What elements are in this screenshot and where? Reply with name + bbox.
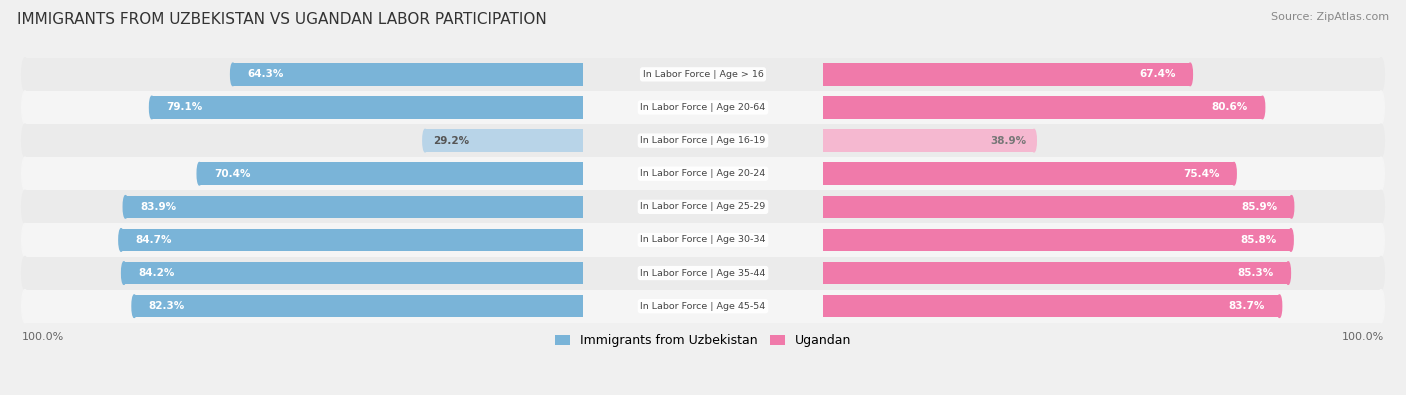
Text: 79.1%: 79.1% — [166, 102, 202, 113]
Text: 100.0%: 100.0% — [1343, 332, 1385, 342]
Bar — [824, 196, 1292, 218]
Bar — [25, 290, 1381, 323]
Text: 82.3%: 82.3% — [149, 301, 186, 311]
Legend: Immigrants from Uzbekistan, Ugandan: Immigrants from Uzbekistan, Ugandan — [550, 329, 856, 352]
Circle shape — [1378, 58, 1385, 91]
Circle shape — [1378, 157, 1385, 190]
Bar — [121, 229, 582, 251]
Circle shape — [1188, 63, 1192, 86]
Text: 64.3%: 64.3% — [247, 70, 284, 79]
Text: 84.7%: 84.7% — [135, 235, 172, 245]
Bar — [824, 162, 1234, 185]
Text: 70.4%: 70.4% — [214, 169, 250, 179]
Text: In Labor Force | Age 25-29: In Labor Force | Age 25-29 — [640, 202, 766, 211]
Circle shape — [1378, 91, 1385, 124]
Text: 85.9%: 85.9% — [1241, 202, 1277, 212]
Circle shape — [21, 124, 28, 157]
Bar — [125, 196, 582, 218]
Circle shape — [121, 262, 127, 284]
Circle shape — [423, 129, 427, 152]
Circle shape — [1378, 256, 1385, 290]
Circle shape — [124, 196, 128, 218]
Text: In Labor Force | Age 35-44: In Labor Force | Age 35-44 — [640, 269, 766, 278]
Bar — [824, 129, 1033, 152]
Text: 100.0%: 100.0% — [21, 332, 63, 342]
Bar — [824, 295, 1279, 318]
Circle shape — [1289, 229, 1294, 251]
Bar — [25, 190, 1381, 224]
Circle shape — [1378, 290, 1385, 323]
Circle shape — [149, 96, 155, 119]
Circle shape — [120, 229, 124, 251]
Text: In Labor Force | Age 20-24: In Labor Force | Age 20-24 — [640, 169, 766, 178]
Bar — [25, 256, 1381, 290]
Circle shape — [21, 190, 28, 224]
Bar — [824, 229, 1291, 251]
Circle shape — [1378, 224, 1385, 256]
Circle shape — [1260, 96, 1265, 119]
Circle shape — [21, 58, 28, 91]
Bar — [134, 295, 582, 318]
Text: 38.9%: 38.9% — [990, 135, 1026, 146]
Bar — [25, 157, 1381, 190]
Text: In Labor Force | Age 45-54: In Labor Force | Age 45-54 — [640, 302, 766, 311]
Text: 75.4%: 75.4% — [1182, 169, 1219, 179]
Text: In Labor Force | Age 16-19: In Labor Force | Age 16-19 — [640, 136, 766, 145]
Text: 67.4%: 67.4% — [1139, 70, 1175, 79]
Bar — [25, 91, 1381, 124]
Bar — [124, 262, 582, 284]
Circle shape — [132, 295, 136, 318]
Circle shape — [21, 91, 28, 124]
Bar — [25, 124, 1381, 157]
Bar — [25, 58, 1381, 91]
Text: In Labor Force | Age 30-34: In Labor Force | Age 30-34 — [640, 235, 766, 245]
Circle shape — [1277, 295, 1282, 318]
Text: In Labor Force | Age 20-64: In Labor Force | Age 20-64 — [640, 103, 766, 112]
Bar — [824, 63, 1189, 86]
Circle shape — [1286, 262, 1291, 284]
Bar — [200, 162, 582, 185]
Text: Source: ZipAtlas.com: Source: ZipAtlas.com — [1271, 12, 1389, 22]
Text: 84.2%: 84.2% — [138, 268, 174, 278]
Text: 83.7%: 83.7% — [1229, 301, 1265, 311]
Text: In Labor Force | Age > 16: In Labor Force | Age > 16 — [643, 70, 763, 79]
Bar — [152, 96, 582, 119]
Circle shape — [21, 256, 28, 290]
Text: 29.2%: 29.2% — [433, 135, 470, 146]
Circle shape — [1232, 162, 1236, 185]
Text: 85.3%: 85.3% — [1237, 268, 1274, 278]
Text: 83.9%: 83.9% — [141, 202, 176, 212]
Circle shape — [21, 224, 28, 256]
Text: 80.6%: 80.6% — [1212, 102, 1249, 113]
Bar — [824, 96, 1263, 119]
Bar — [824, 262, 1288, 284]
Text: IMMIGRANTS FROM UZBEKISTAN VS UGANDAN LABOR PARTICIPATION: IMMIGRANTS FROM UZBEKISTAN VS UGANDAN LA… — [17, 12, 547, 27]
Circle shape — [1032, 129, 1036, 152]
Circle shape — [231, 63, 235, 86]
Circle shape — [21, 290, 28, 323]
Text: 85.8%: 85.8% — [1240, 235, 1277, 245]
Bar — [25, 224, 1381, 256]
Circle shape — [1378, 124, 1385, 157]
Circle shape — [197, 162, 201, 185]
Bar — [233, 63, 582, 86]
Bar — [425, 129, 582, 152]
Circle shape — [21, 157, 28, 190]
Circle shape — [1378, 190, 1385, 224]
Circle shape — [1289, 196, 1294, 218]
